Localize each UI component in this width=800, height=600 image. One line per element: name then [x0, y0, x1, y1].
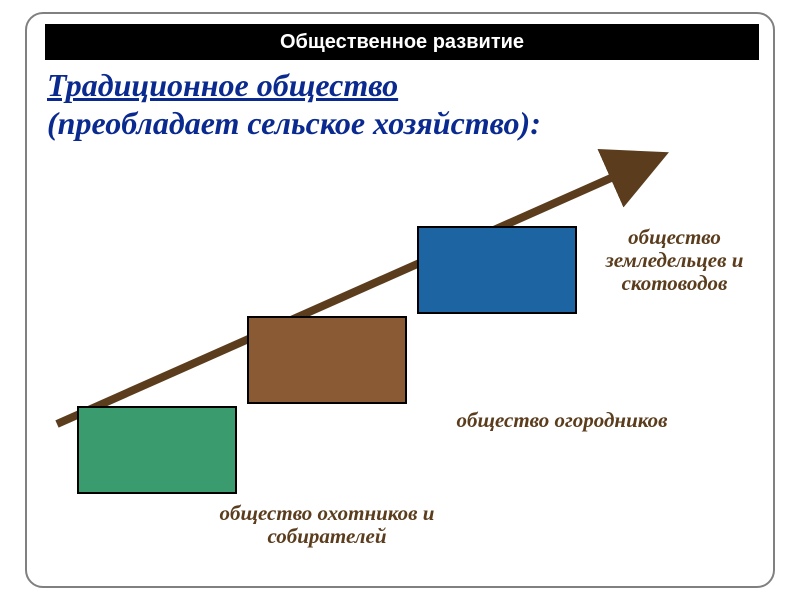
- diagram-area: общество охотников и собирателей обществ…: [27, 144, 777, 564]
- slide-frame: Общественное развитие Традиционное общес…: [25, 12, 775, 588]
- title-line2: (преобладает сельское хозяйство):: [47, 104, 757, 142]
- step-box-hunters: [77, 406, 237, 494]
- title-block: Традиционное общество (преобладает сельс…: [47, 66, 757, 143]
- step-label-farmers: общество земледельцев и скотоводов: [582, 226, 767, 295]
- step-label-hunters: общество охотников и собирателей: [177, 502, 477, 548]
- step-box-gardeners: [247, 316, 407, 404]
- step-box-farmers: [417, 226, 577, 314]
- title-line1: Традиционное общество: [47, 66, 757, 104]
- header-band: Общественное развитие: [45, 24, 759, 60]
- step-label-gardeners: общество огородников: [407, 409, 717, 432]
- header-title: Общественное развитие: [280, 31, 524, 54]
